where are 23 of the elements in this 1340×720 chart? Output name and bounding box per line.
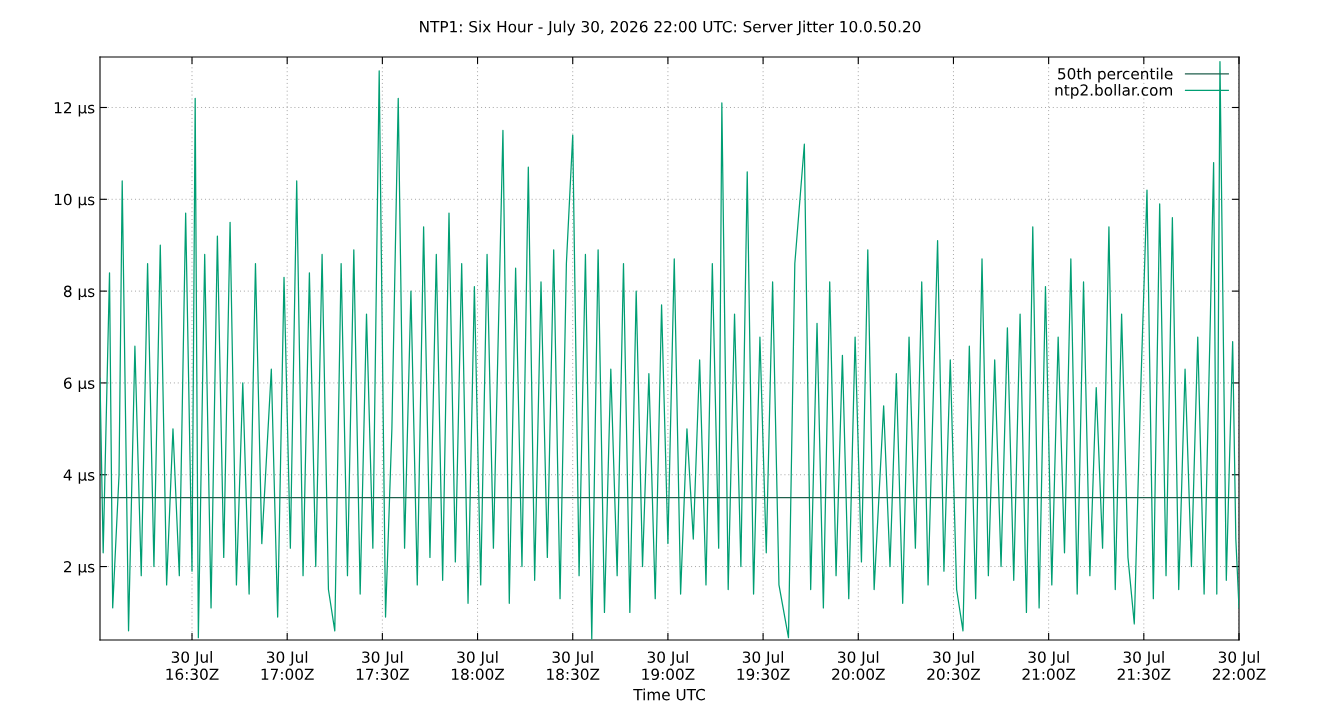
- y-tick-label: 12 µs: [54, 101, 95, 117]
- x-tick-label: 30 Jul 18:30Z: [547, 651, 600, 681]
- y-tick-label: 6 µs: [63, 377, 95, 392]
- x-tick-label: 30 Jul 19:00Z: [642, 651, 695, 681]
- x-tick-label: 30 Jul 17:30Z: [356, 651, 409, 681]
- x-tick-label: 30 Jul 21:30Z: [1117, 651, 1171, 681]
- legend-label: 50th percentile: [1058, 67, 1173, 83]
- y-tick-label: 10 µs: [54, 193, 95, 209]
- chart-title: NTP1: Six Hour - July 30, 2026 22:00 UTC: Server Jitter 10.0.50.20: [420, 20, 921, 36]
- x-tick-label: 30 Jul 20:30Z: [927, 651, 981, 681]
- x-tick-label: 30 Jul 16:30Z: [166, 651, 219, 681]
- line-series: [100, 60, 1239, 640]
- y-tick-label: 4 µs: [63, 469, 95, 484]
- x-tick-label: 30 Jul 20:00Z: [832, 651, 885, 681]
- x-tick-label: 30 Jul 19:30Z: [737, 651, 790, 681]
- x-tick-label: 30 Jul 17:00Z: [261, 651, 314, 681]
- legend-label: ntp2.bollar.com: [1055, 84, 1173, 99]
- x-tick-label: 30 Jul 21:00Z: [1022, 651, 1076, 681]
- y-tick-label: 2 µs: [64, 561, 95, 576]
- y-tick-label: 8 µs: [63, 285, 95, 301]
- x-tick-label: 30 Jul 22:00Z: [1212, 651, 1266, 681]
- x-tick-label: 30 Jul 18:00Z: [451, 651, 505, 681]
- x-axis-title: Time UTC: [633, 688, 705, 701]
